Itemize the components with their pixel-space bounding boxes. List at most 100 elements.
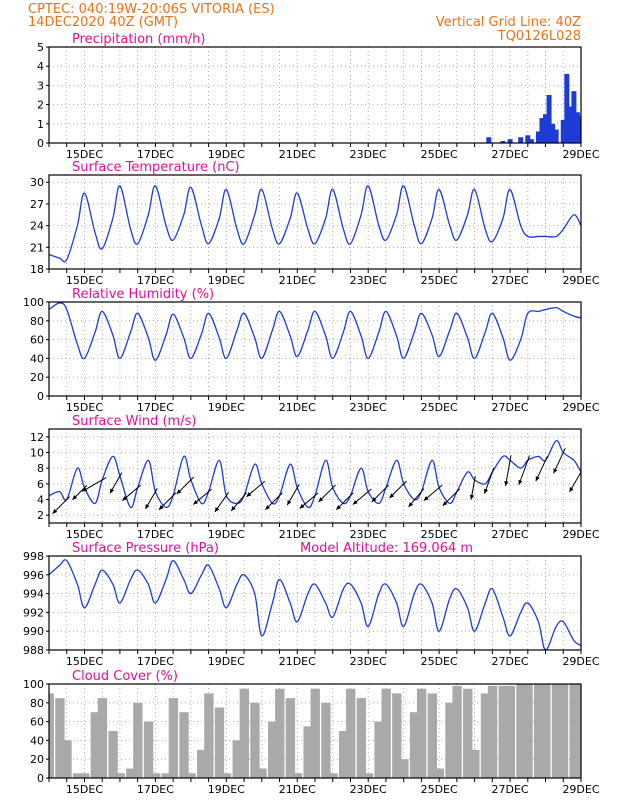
xtick-label: 15DEC <box>66 148 103 161</box>
ytick-label: 60 <box>30 716 44 729</box>
cloud-bar <box>576 684 581 778</box>
cloud-bar <box>480 693 491 778</box>
cloud-bar <box>558 684 569 778</box>
xtick-label: 25DEC <box>421 655 458 668</box>
wind-arrow-head <box>442 501 448 506</box>
wind-arrow <box>246 480 266 498</box>
panel-frame-rh <box>48 301 582 397</box>
precip-bar <box>567 106 573 143</box>
precip-bar <box>546 95 552 143</box>
precip-bar <box>539 118 545 143</box>
cloud-bar <box>569 684 579 778</box>
xtick-label: 29DEC <box>562 274 599 287</box>
cloud-bar <box>49 693 54 778</box>
cloud-bar <box>62 740 72 778</box>
wind-arrow <box>109 472 123 494</box>
xtick-label: 29DEC <box>562 528 599 541</box>
ytick-label: 996 <box>23 569 44 582</box>
panel-frame-wind <box>48 428 582 524</box>
wind-arrow-head <box>52 508 58 514</box>
cloud-bar <box>239 688 249 778</box>
wind-arrow-shaft <box>505 455 512 487</box>
wind-arrow <box>52 496 70 514</box>
xtick-label: 21DEC <box>279 148 316 161</box>
cloud-bar <box>143 721 154 778</box>
wind-arrow <box>299 492 319 509</box>
xtick-label: 21DEC <box>279 528 316 541</box>
cloud-bar <box>292 773 303 778</box>
wind-arrow-head <box>318 497 324 502</box>
wind-arrow-shaft <box>483 467 495 494</box>
wind-arrow-shaft <box>518 455 531 485</box>
panel-wind: 2 4 6 8 10 12 15DEC 17DEC 19DEC 21DEC 23DEC 25DEC 27… <box>30 414 600 541</box>
plot-area-wind <box>49 440 581 514</box>
cloud-bar <box>399 759 409 778</box>
wind-arrow-head <box>535 476 540 482</box>
precip-bar <box>543 114 549 143</box>
xtick-label: 19DEC <box>208 401 245 414</box>
wind-arrow-head <box>371 497 377 502</box>
xtick-label: 23DEC <box>350 148 387 161</box>
wind-arrow-head <box>518 479 523 485</box>
wind-arrow <box>122 484 142 501</box>
ytick-label: 40 <box>30 734 44 747</box>
cloud-bar <box>90 712 101 778</box>
cloud-bar <box>179 712 189 778</box>
xtick-label: 17DEC <box>137 528 174 541</box>
xtick-label: 23DEC <box>350 783 387 796</box>
xtick-label: 17DEC <box>137 401 174 414</box>
ytick-label: 2 <box>37 99 44 112</box>
panel-title-cloud: Cloud Cover (%) <box>72 669 178 684</box>
xtick-label: 23DEC <box>350 401 387 414</box>
cloud-bar <box>186 773 196 778</box>
wind-arrow <box>286 484 300 506</box>
wind-arrow-head <box>145 504 150 509</box>
wind-arrow-head <box>483 488 489 494</box>
ytick-label: 21 <box>30 241 44 254</box>
xtick-label: 19DEC <box>208 148 245 161</box>
ytick-label: 990 <box>23 625 44 638</box>
ytick-label: 100 <box>23 678 44 691</box>
ytick-label: 992 <box>23 606 44 619</box>
cloud-bar <box>434 768 445 778</box>
wind-arrow-head <box>246 492 252 497</box>
ytick-label: 998 <box>23 550 44 563</box>
xtick-label: 23DEC <box>350 274 387 287</box>
precip-bar <box>535 131 541 143</box>
cloud-bar <box>463 688 473 778</box>
cloud-bar <box>427 693 437 778</box>
plot-area-cloud <box>49 684 581 778</box>
wind-arrow-head <box>469 494 475 500</box>
xtick-label: 29DEC <box>562 148 599 161</box>
cloud-bar <box>250 702 260 778</box>
wind-arrow <box>371 484 390 503</box>
xtick-label: 15DEC <box>66 401 103 414</box>
ytick-label: 5 <box>37 41 44 54</box>
xtick-label: 19DEC <box>208 655 245 668</box>
cloud-bar <box>97 698 108 778</box>
panel-title-pressure: Surface Pressure (hPa) <box>72 541 219 556</box>
ytick-label: 24 <box>30 220 44 233</box>
wind-arrow-head <box>72 495 78 500</box>
cloud-bar <box>534 684 544 778</box>
panel-rh: 0 20 40 60 80 100 15DEC 17DEC 19DEC 21DEC 23DEC 25D… <box>23 287 600 414</box>
cloud-bar <box>133 702 143 778</box>
ytick-label: 4 <box>37 60 44 73</box>
precip-bar <box>500 141 506 143</box>
wind-arrow <box>408 488 425 508</box>
xtick-label: 21DEC <box>279 274 316 287</box>
xtick-label: 25DEC <box>421 148 458 161</box>
ytick-label: 20 <box>30 371 44 384</box>
wind-arrow <box>535 455 548 482</box>
xtick-label: 27DEC <box>492 148 529 161</box>
xtick-label: 17DEC <box>137 783 174 796</box>
wind-arrow-head <box>231 506 236 511</box>
xtick-label: 17DEC <box>137 274 174 287</box>
wind-arrow-shaft <box>82 477 107 492</box>
ytick-label: 20 <box>30 753 44 766</box>
panel-title-wind: Surface Wind (m/s) <box>72 414 196 429</box>
cloud-bar <box>487 685 498 778</box>
wind-arrow-head <box>389 493 395 498</box>
wind-arrow <box>352 488 372 505</box>
xtick-label: 23DEC <box>350 528 387 541</box>
